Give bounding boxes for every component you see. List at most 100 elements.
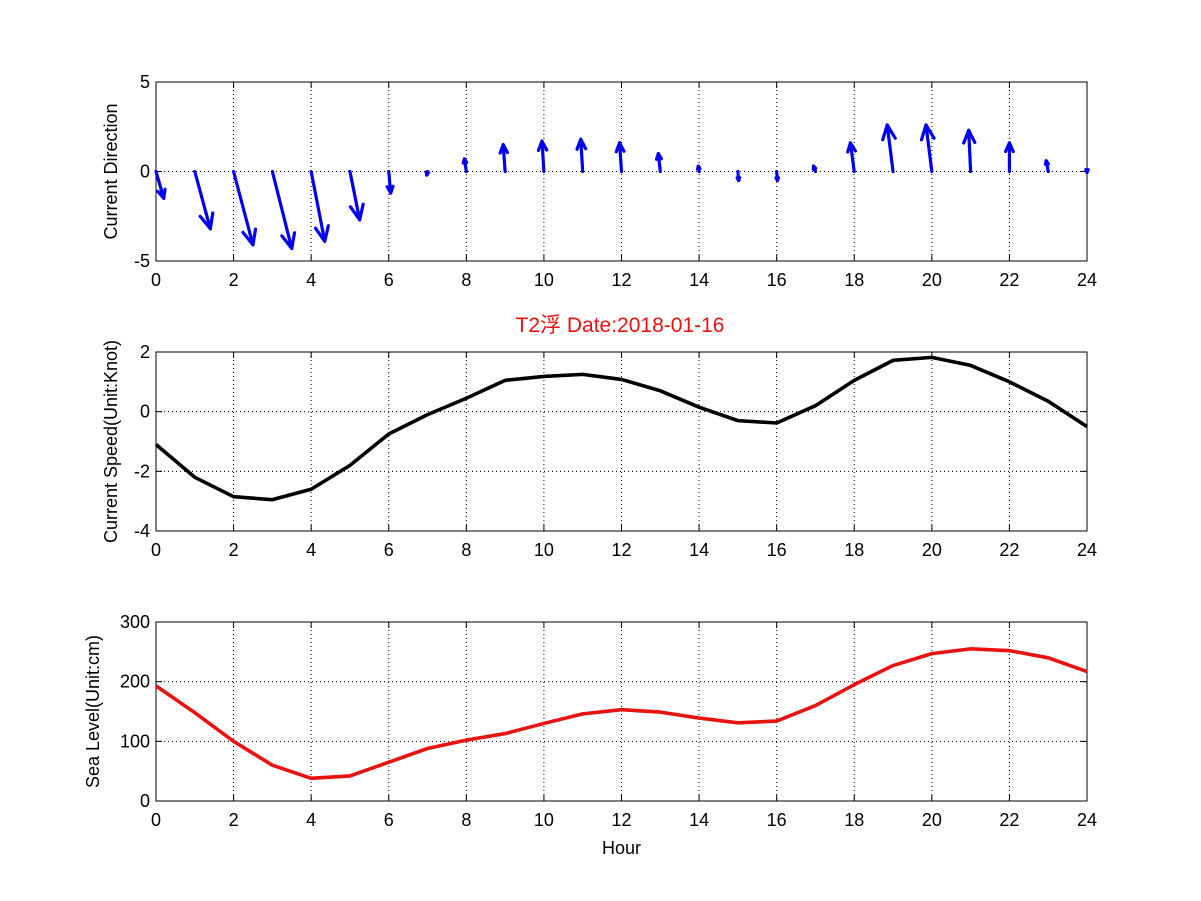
quiver-arrow [811,164,818,174]
quiver-arrow [231,169,258,247]
arrow-head [695,164,702,171]
x-tick-label: 6 [384,540,394,560]
x-axis-label: Hour [602,838,641,858]
quiver-arrow [461,157,469,174]
x-tick-label: 22 [999,810,1019,830]
y-tick-label: 0 [140,162,150,182]
y-tick-label: 200 [120,672,150,692]
y-axis-label: Sea Level(Unit:cm) [83,635,103,788]
x-tick-label: 24 [1077,540,1097,560]
quiver-arrow [270,169,297,251]
arrow-head [241,227,258,247]
x-tick-label: 16 [767,540,787,560]
arrow-shaft [501,143,507,174]
arrow-head [280,231,297,251]
y-tick-label: 5 [140,72,150,92]
x-tick-label: 14 [689,540,709,560]
x-tick-label: 0 [151,810,161,830]
quiver-arrow [575,137,588,174]
x-tick-label: 12 [611,270,631,290]
x-tick-label: 18 [844,270,864,290]
x-tick-label: 12 [611,810,631,830]
x-tick-label: 8 [461,540,471,560]
y-tick-label: 2 [140,342,150,362]
x-tick-label: 2 [229,540,239,560]
y-axis-label: Current Direction [101,103,121,239]
x-tick-label: 10 [534,270,554,290]
arrow-shaft [579,137,585,174]
arrow-shaft [270,169,294,251]
arrow-shaft [193,169,212,231]
x-tick-label: 0 [151,270,161,290]
arrow-shaft [924,123,934,174]
series-line [154,647,1088,781]
y-tick-label: -5 [134,251,150,271]
arrow-head [348,202,365,222]
x-tick-label: 18 [844,540,864,560]
x-tick-label: 24 [1077,270,1097,290]
arrow-shaft [154,169,166,200]
quiver-arrow [154,169,167,200]
x-tick-label: 22 [999,540,1019,560]
quiver-arrow [193,169,215,231]
arrow-head [461,157,469,165]
arrow-shaft [848,141,856,174]
x-tick-label: 0 [151,540,161,560]
arrow-shaft [231,169,255,247]
arrow-head [811,164,818,171]
arrow-shaft [348,169,362,222]
y-tick-label: 0 [140,791,150,811]
quiver-arrow [695,164,702,174]
arrow-head [536,139,549,153]
arrow-head [919,123,936,142]
quiver-arrow [846,141,857,174]
x-tick-label: 20 [922,540,942,560]
arrow-head [846,141,857,154]
series-line [154,355,1088,502]
x-tick-label: 14 [689,810,709,830]
x-tick-label: 2 [229,810,239,830]
y-tick-label: -4 [134,521,150,541]
quiver-arrow [654,152,663,174]
quiver-arrow [919,123,936,174]
arrow-head [614,141,626,154]
x-tick-label: 16 [767,810,787,830]
arrow-head [385,184,395,195]
x-tick-label: 10 [534,810,554,830]
x-tick-label: 20 [922,270,942,290]
arrow-head [881,123,897,142]
y-tick-label: 100 [120,731,150,751]
arrow-head [156,187,167,200]
arrow-head [654,152,663,161]
arrow-head [424,170,431,177]
x-tick-label: 8 [461,810,471,830]
y-tick-label: 300 [120,612,150,632]
x-tick-label: 16 [767,270,787,290]
quiver-arrow [498,143,509,174]
arrow-shaft [967,128,973,174]
arrow-head [1043,159,1050,166]
quiver-arrow [1043,159,1050,174]
x-tick-label: 4 [306,810,316,830]
quiver-arrow [309,169,330,243]
quiver-arrow [536,139,549,174]
arrow-shaft [309,169,327,243]
quiver-arrow [385,169,395,195]
y-tick-label: 0 [140,402,150,422]
arrow-shaft [885,123,895,174]
quiver-arrow [424,169,431,177]
arrow-head [313,224,330,243]
quiver-arrow [962,128,977,174]
arrow-head [1003,141,1015,154]
x-tick-label: 4 [306,540,316,560]
arrow-head [198,211,215,231]
x-tick-label: 2 [229,270,239,290]
y-tick-label: -2 [134,461,150,481]
quiver-arrow [881,123,897,174]
x-tick-label: 6 [384,810,394,830]
arrow-shaft [617,141,624,174]
arrow-shaft [540,139,546,174]
